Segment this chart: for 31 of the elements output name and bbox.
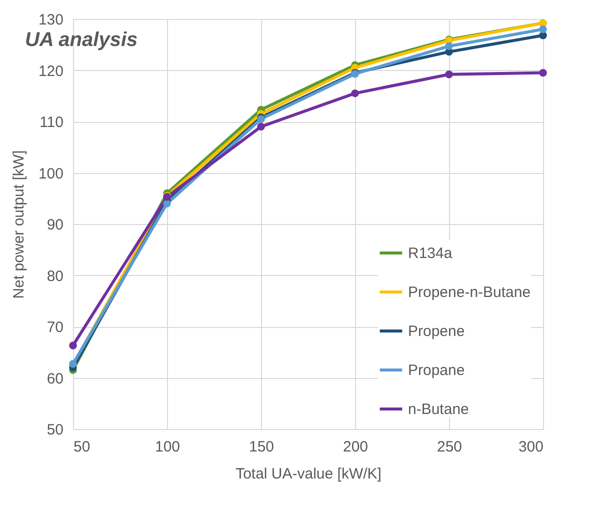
legend-label: Propene-n-Butane [408,284,531,301]
legend-label: R134a [408,245,453,262]
y-tick-label: 120 [38,62,64,80]
point [163,200,171,208]
point [351,89,359,98]
point [69,342,77,350]
point [257,122,265,130]
point [445,42,453,50]
y-tick-label: 130 [38,12,64,28]
y-tick-label: 110 [40,114,64,131]
x-tick-label: 250 [436,438,462,456]
y-axis-title: Net power output [kW] [10,150,28,299]
point [445,70,453,78]
text: UA analysis [24,29,138,51]
point [539,68,547,77]
x-tick-label: 200 [342,438,368,456]
x-tick-label: 50 [74,438,90,456]
x-tick-label: 150 [248,438,274,456]
legend-label: Propene [408,323,465,340]
legend-label: n-Butane [408,401,469,418]
legend-label: Propane [408,362,465,379]
y-tick-label: 90 [46,216,64,234]
y-tick-label: 80 [46,268,64,285]
y-tick-label: 60 [46,370,64,388]
x-tick-label: 300 [518,438,544,456]
y-tick-label: 50 [46,422,64,438]
y-tick-label: 70 [46,319,64,336]
x-axis-title: Total UA-value [kW/K] [236,466,382,482]
y-tick-label: 100 [38,165,64,182]
point [539,25,547,34]
x-tick-label: 100 [154,438,180,456]
